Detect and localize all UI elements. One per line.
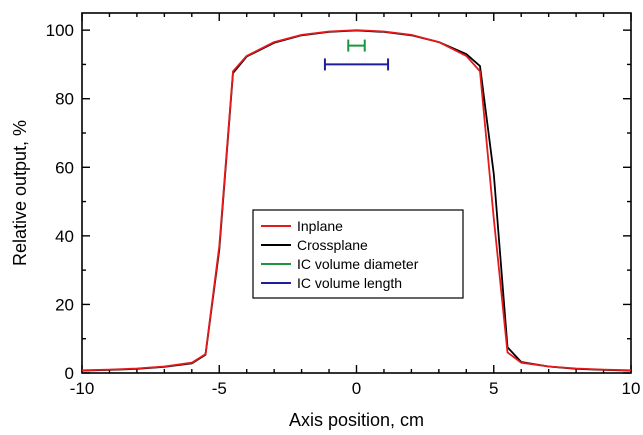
y-axis-title: Relative output, % bbox=[10, 120, 30, 266]
y-tick-label: 40 bbox=[55, 227, 74, 246]
x-tick-label: 0 bbox=[352, 379, 361, 398]
crossplane-line bbox=[81, 29, 632, 372]
y-tick-label: 100 bbox=[46, 21, 74, 40]
series-group bbox=[81, 29, 632, 372]
x-tick-label: 5 bbox=[489, 379, 498, 398]
x-tick-label: -5 bbox=[212, 379, 227, 398]
ic-volume-length-range-marker bbox=[323, 58, 390, 71]
legend-label-crossplane: Crossplane bbox=[297, 237, 368, 253]
y-tick-label: 80 bbox=[55, 90, 74, 109]
legend-label-ic-volume-length: IC volume length bbox=[297, 275, 402, 291]
legend-label-inplane: Inplane bbox=[297, 218, 343, 234]
y-tick-label: 60 bbox=[55, 158, 74, 177]
legend-label-ic-volume-diameter: IC volume diameter bbox=[297, 256, 419, 272]
ic-volume-diameter-range-marker bbox=[347, 39, 366, 52]
plot-frame bbox=[81, 12, 632, 374]
legend: Inplane Crossplane IC volume diameter IC vo… bbox=[252, 209, 464, 299]
y-tick-label: 20 bbox=[55, 295, 74, 314]
y-tick-label: 0 bbox=[65, 364, 74, 383]
inplane-line bbox=[81, 29, 632, 372]
x-tick-label: -10 bbox=[70, 379, 95, 398]
x-axis-title: Axis position, cm bbox=[289, 410, 424, 430]
x-tick-label: 10 bbox=[622, 379, 641, 398]
